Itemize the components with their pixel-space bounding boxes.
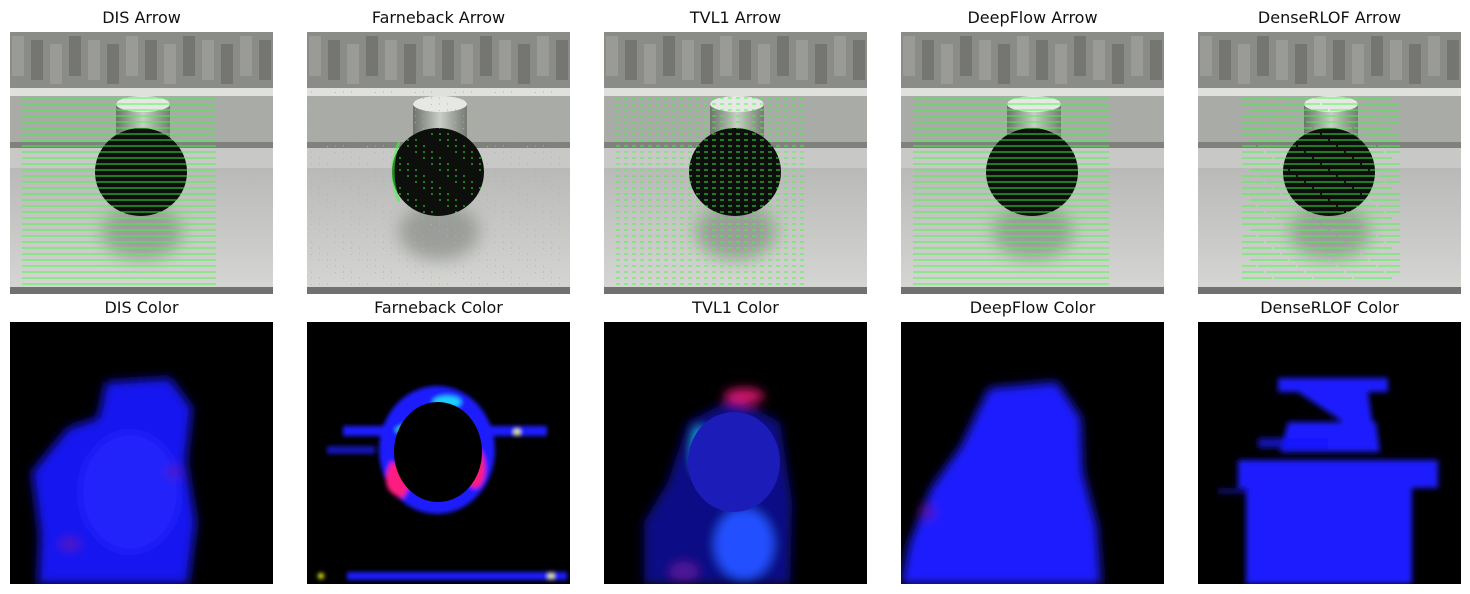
panel-title-deepflow-color: DeepFlow Color <box>969 298 1096 317</box>
color-panel-deepflow <box>901 322 1164 584</box>
scene-image <box>901 32 1164 294</box>
flow-color-image <box>901 322 1164 584</box>
arrow-panel-farneback <box>307 32 570 294</box>
color-panel-denserlof <box>1198 322 1461 584</box>
flow-color-image <box>10 322 273 584</box>
panel-title-dis-color: DIS Color <box>104 298 179 317</box>
arrow-panel-deepflow <box>901 32 1164 294</box>
color-panel-dis <box>10 322 273 584</box>
panel-title-tvl1-color: TVL1 Color <box>692 298 779 317</box>
scene-image <box>10 32 273 294</box>
scene-image <box>1198 32 1461 294</box>
scene-image <box>604 32 867 294</box>
panel-title-farneback-arrow: Farneback Arrow <box>371 8 506 27</box>
flow-color-image <box>604 322 867 584</box>
scene-image <box>307 32 570 294</box>
arrow-panel-tvl1 <box>604 32 867 294</box>
flow-color-image <box>1198 322 1461 584</box>
panel-title-tvl1-arrow: TVL1 Arrow <box>689 8 782 27</box>
panel-title-denserlof-color: DenseRLOF Color <box>1260 298 1399 317</box>
panel-title-denserlof-arrow: DenseRLOF Arrow <box>1257 8 1402 27</box>
panel-title-deepflow-arrow: DeepFlow Arrow <box>967 8 1098 27</box>
arrow-panel-denserlof <box>1198 32 1461 294</box>
flow-color-image <box>307 322 570 584</box>
color-panel-tvl1 <box>604 322 867 584</box>
arrow-panel-dis <box>10 32 273 294</box>
panel-title-dis-arrow: DIS Arrow <box>102 8 181 27</box>
color-panel-farneback <box>307 322 570 584</box>
panel-title-farneback-color: Farneback Color <box>374 298 503 317</box>
